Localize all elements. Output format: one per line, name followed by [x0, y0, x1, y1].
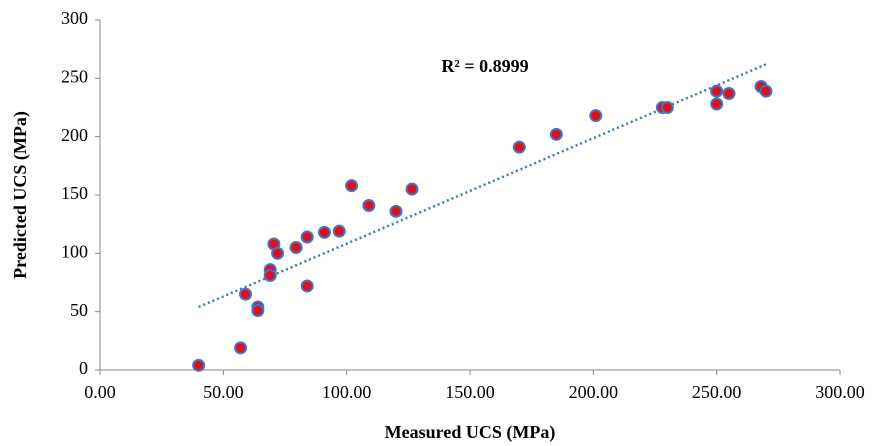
data-point	[710, 97, 724, 111]
x-tick-label: 250.00	[692, 382, 742, 402]
data-point	[549, 127, 563, 141]
x-tick-label: 100.00	[322, 382, 372, 402]
data-point	[263, 269, 277, 282]
r-squared: R² = 0.8999	[441, 56, 528, 76]
y-tick-label: 50	[70, 300, 88, 320]
data-point	[345, 179, 359, 193]
data-point	[722, 87, 736, 100]
data-point	[289, 241, 303, 254]
trendline	[198, 63, 767, 309]
data-point	[317, 225, 331, 239]
y-tick-label: 200	[61, 125, 88, 145]
y-tick-label: 0	[79, 358, 88, 378]
y-tick-label: 300	[61, 8, 88, 28]
x-axis-title: Measured UCS (MPa)	[385, 422, 556, 443]
y-tick-label: 250	[61, 66, 88, 86]
data-point	[405, 182, 419, 196]
y-tick-label: 100	[61, 241, 88, 261]
data-point	[251, 304, 265, 317]
data-point	[660, 101, 674, 114]
data-point	[389, 204, 403, 218]
data-point	[192, 358, 206, 372]
data-point	[271, 246, 285, 260]
y-axis-title: Predicted UCS (MPa)	[10, 111, 31, 279]
data-point	[512, 140, 526, 154]
data-point	[234, 341, 248, 355]
data-point	[710, 84, 724, 98]
x-tick-label: 150.00	[445, 382, 495, 402]
x-tick-label: 200.00	[569, 382, 619, 402]
data-point	[332, 224, 346, 238]
data-point	[300, 230, 314, 244]
data-point	[239, 287, 253, 301]
y-tick-label: 150	[61, 183, 88, 203]
x-tick-label: 0.00	[84, 382, 116, 402]
data-point	[589, 109, 603, 123]
data-point	[300, 279, 314, 293]
x-tick-label: 300.00	[815, 382, 865, 402]
data-point	[759, 84, 773, 98]
x-tick-label: 50.00	[203, 382, 244, 402]
data-point	[362, 199, 376, 212]
